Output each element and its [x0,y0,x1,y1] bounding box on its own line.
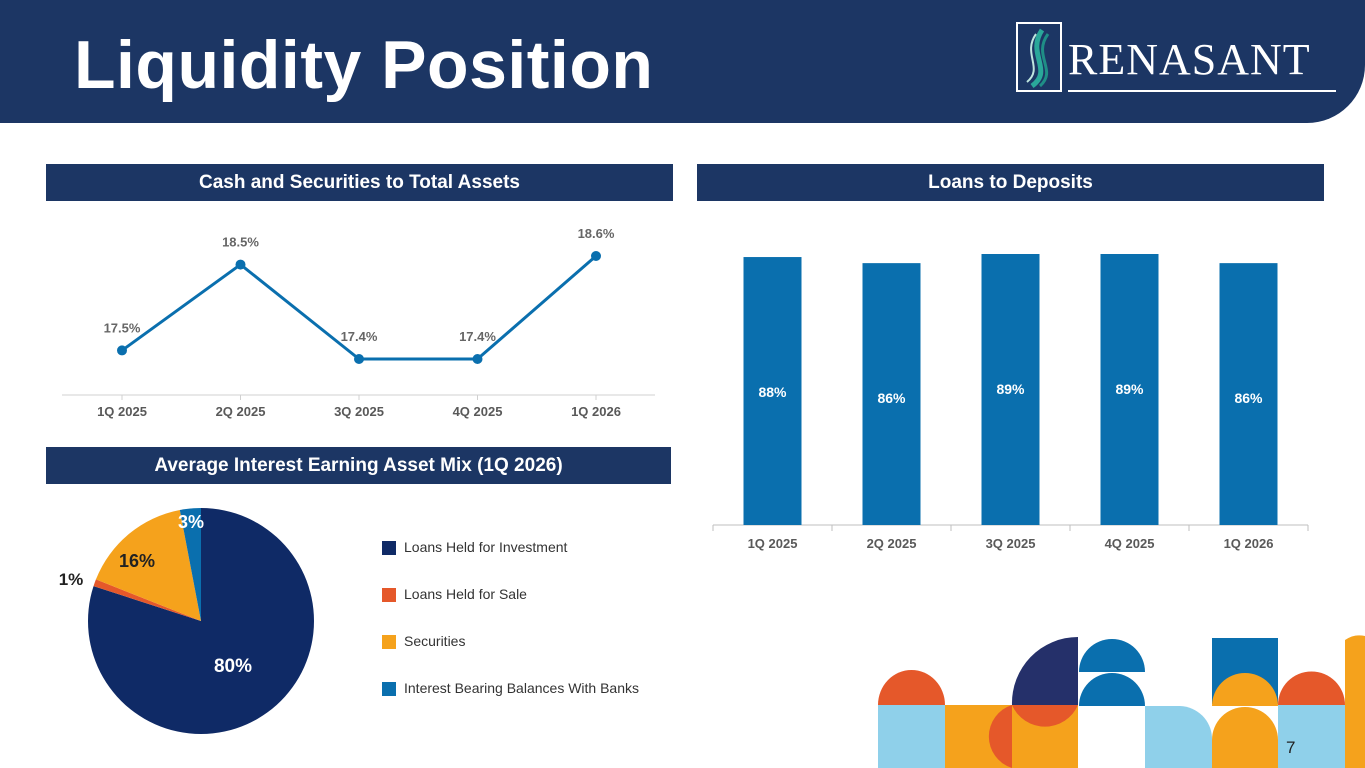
line-chart-tick-label: 3Q 2025 [334,404,384,419]
header-band: Liquidity Position RENASANT [0,0,1365,123]
renasant-logo: RENASANT [1016,22,1338,96]
line-chart-data-label: 17.4% [459,329,496,344]
pie-data-label: 16% [119,551,155,571]
pie-slice [93,579,201,621]
decorative-shape [1079,639,1145,672]
line-chart-point [591,251,601,261]
legend-item-loans-hfi: Loans Held for Investment [382,537,682,557]
bar-chart-bar [743,257,802,525]
line-chart-data-label: 18.5% [222,235,259,250]
legend-item-securities: Securities [382,631,682,651]
pie-slice [179,508,201,621]
logo-swoosh-icon [1026,28,1050,89]
decorative-shape [878,670,945,705]
decorative-shape [1278,671,1345,705]
decorative-shape [1079,673,1145,706]
bar-chart-tick-label: 1Q 2026 [1224,536,1274,551]
cash-securities-section-title: Cash and Securities to Total Assets [46,164,673,201]
legend-swatch [382,682,396,696]
bar-chart-data-label: 86% [877,390,906,406]
bar-chart-data-label: 86% [1234,390,1263,406]
line-chart-point [472,354,483,364]
decorative-shape [1278,705,1345,768]
legend-swatch [382,588,396,602]
pie-data-label: 1% [59,570,84,589]
bar-chart-bar [981,254,1040,525]
legend-label: Interest Bearing Balances With Banks [404,680,640,696]
bar-chart-data-label: 89% [996,381,1025,397]
decorative-shape [1212,673,1278,706]
bar-chart-tick-label: 2Q 2025 [867,536,917,551]
legend-label: Securities [404,633,466,649]
legend-item-bank-balances: Interest Bearing Balances With Banks [382,678,682,698]
legend-swatch [382,635,396,649]
decorative-shape [1145,706,1212,768]
line-chart-tick-label: 1Q 2026 [571,404,621,419]
page-number: 7 [1286,738,1296,757]
bar-chart-bar [862,263,921,525]
bar-chart-bar [1100,254,1159,525]
pie-data-label: 3% [178,512,204,532]
pie-slice [95,510,201,621]
decorative-shape [988,705,1012,768]
logo-text: RENASANT [1068,35,1311,84]
decorative-shape [1345,705,1365,768]
line-chart-tick-label: 1Q 2025 [97,404,147,419]
decorative-shape [1012,705,1078,727]
line-chart-point [235,259,246,270]
line-chart-tick-label: 4Q 2025 [453,404,503,419]
bar-chart-tick-label: 1Q 2025 [748,536,798,551]
decorative-shape [1212,707,1278,768]
line-chart-data-label: 18.6% [578,226,615,241]
loans-deposits-section-title: Loans to Deposits [697,164,1324,201]
decorative-shape [878,705,945,768]
bar-chart-tick-label: 4Q 2025 [1105,536,1155,551]
bar-chart-data-label: 88% [758,384,787,400]
asset-mix-section-title: Average Interest Earning Asset Mix (1Q 2… [46,447,671,484]
line-chart-tick-label: 2Q 2025 [216,404,266,419]
line-chart-point [117,345,127,356]
decorative-shape [1011,637,1078,705]
line-chart-data-label: 17.4% [341,329,378,344]
legend-label: Loans Held for Investment [404,539,568,555]
decorative-shape [1345,635,1365,705]
line-chart-data-label: 17.5% [104,320,141,335]
legend-item-loans-hfs: Loans Held for Sale [382,584,682,604]
logo-underline [1068,90,1336,92]
line-chart-point [354,354,364,364]
pie-data-label: 80% [214,656,252,677]
legend-swatch [382,541,396,555]
logo-mark-icon [1016,22,1062,92]
bar-chart-bar [1219,263,1278,525]
legend-label: Loans Held for Sale [404,586,527,602]
bar-chart-data-label: 89% [1115,381,1144,397]
decorative-pattern [878,635,1365,768]
page-title: Liquidity Position [74,27,654,103]
bar-chart-tick-label: 3Q 2025 [986,536,1036,551]
